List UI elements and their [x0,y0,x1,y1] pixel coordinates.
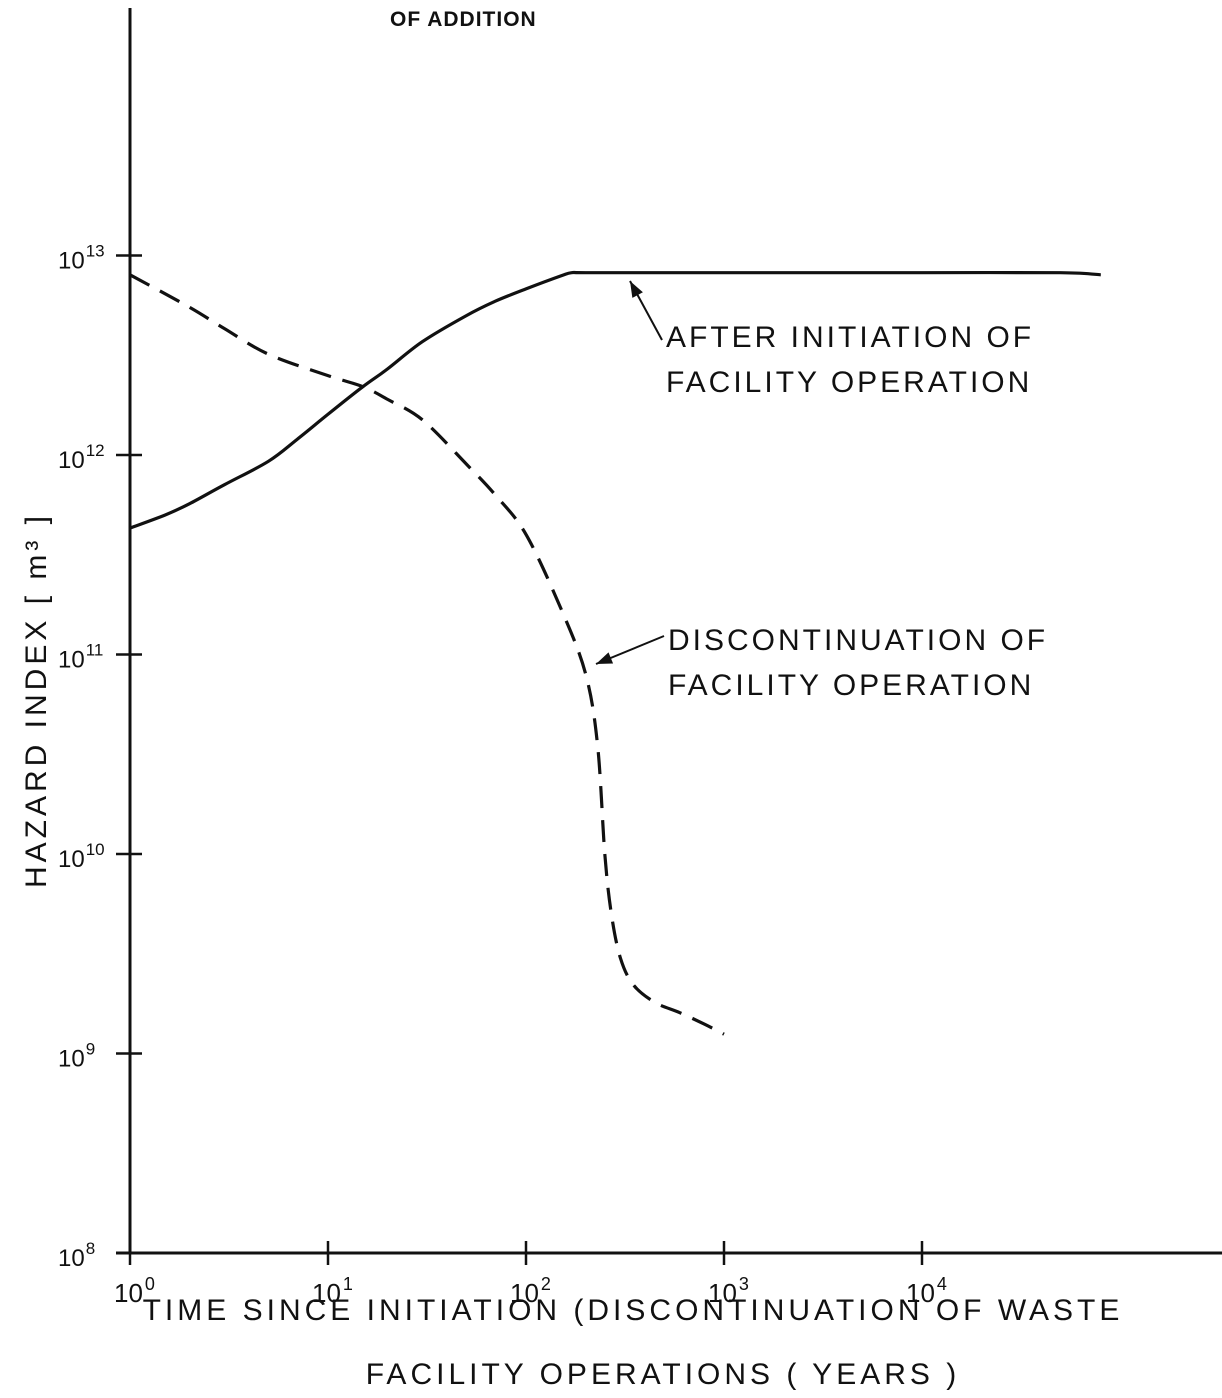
y-axis-label: HAZARD INDEX [ m³ ] [20,512,53,888]
x-tick-label-4: 10 4 [906,1274,947,1308]
after-initiation-label-arrowhead [630,281,643,298]
after-initiation-label-line-1: AFTER INITIATION OF [666,321,1034,354]
axes [116,8,1222,1255]
top-fragment-text: OF ADDITION [390,8,537,31]
x-tick-label-1: 10 1 [312,1274,353,1308]
y-tick-label-4: 1012 [58,441,105,474]
tick-labels: 10 0 10 1 10 2 10 3 10 4 108 109 1010 1011 1012 1013 [58,242,947,1309]
x-tick-label-3: 10 3 [708,1274,749,1308]
y-tick-label-0: 108 [58,1239,95,1272]
x-axis-label-line-1: TIME SINCE INITIATION (DISCONTINUATION O… [143,1294,1124,1327]
y-tick-label-3: 1011 [58,641,103,674]
x-tick-label-0: 10 0 [114,1274,155,1308]
discontinuation-label-line-1: DISCONTINUATION OF [668,624,1048,657]
y-tick-label-1: 109 [58,1040,95,1073]
x-tick-label-2: 10 2 [510,1274,551,1308]
discontinuation-label-arrowhead [596,652,614,664]
after-initiation-label-line-2: FACILITY OPERATION [666,366,1032,399]
discontinuation-label-line-2: FACILITY OPERATION [668,669,1034,702]
x-axis-label-line-2: FACILITY OPERATIONS ( YEARS ) [366,1358,960,1391]
curves [129,270,1101,1036]
y-tick-label-2: 1010 [58,840,105,873]
tick-marks [116,254,924,1265]
annotations: AFTER INITIATION OF FACILITY OPERATION DIS… [595,280,1048,702]
y-tick-label-5: 1013 [58,242,105,275]
discontinuation-curve [129,273,725,1036]
after-initiation-curve [129,270,1101,530]
